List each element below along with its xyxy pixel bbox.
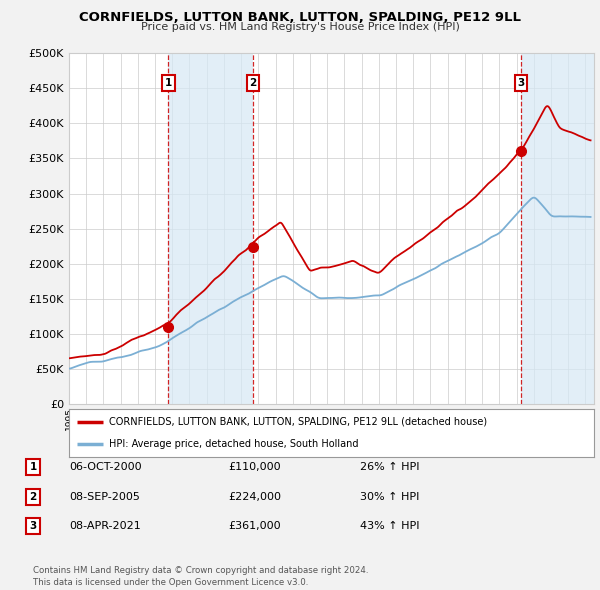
Text: 3: 3: [29, 522, 37, 531]
Bar: [521, 53, 594, 404]
Text: 1: 1: [164, 78, 172, 88]
Text: Contains HM Land Registry data © Crown copyright and database right 2024.
This d: Contains HM Land Registry data © Crown c…: [33, 566, 368, 587]
Text: 43% ↑ HPI: 43% ↑ HPI: [360, 522, 419, 531]
Bar: [169, 53, 253, 404]
Text: 08-SEP-2005: 08-SEP-2005: [69, 492, 140, 502]
Text: 1: 1: [29, 463, 37, 472]
Text: CORNFIELDS, LUTTON BANK, LUTTON, SPALDING, PE12 9LL (detached house): CORNFIELDS, LUTTON BANK, LUTTON, SPALDIN…: [109, 417, 488, 427]
Text: £224,000: £224,000: [228, 492, 281, 502]
Text: £361,000: £361,000: [228, 522, 281, 531]
Text: 2: 2: [29, 492, 37, 502]
Text: 2: 2: [250, 78, 257, 88]
Text: 06-OCT-2000: 06-OCT-2000: [69, 463, 142, 472]
Text: 30% ↑ HPI: 30% ↑ HPI: [360, 492, 419, 502]
Text: 3: 3: [518, 78, 525, 88]
Text: 26% ↑ HPI: 26% ↑ HPI: [360, 463, 419, 472]
Text: 08-APR-2021: 08-APR-2021: [69, 522, 141, 531]
Text: HPI: Average price, detached house, South Holland: HPI: Average price, detached house, Sout…: [109, 439, 359, 449]
Text: £110,000: £110,000: [228, 463, 281, 472]
Text: CORNFIELDS, LUTTON BANK, LUTTON, SPALDING, PE12 9LL: CORNFIELDS, LUTTON BANK, LUTTON, SPALDIN…: [79, 11, 521, 24]
Text: Price paid vs. HM Land Registry's House Price Index (HPI): Price paid vs. HM Land Registry's House …: [140, 22, 460, 32]
